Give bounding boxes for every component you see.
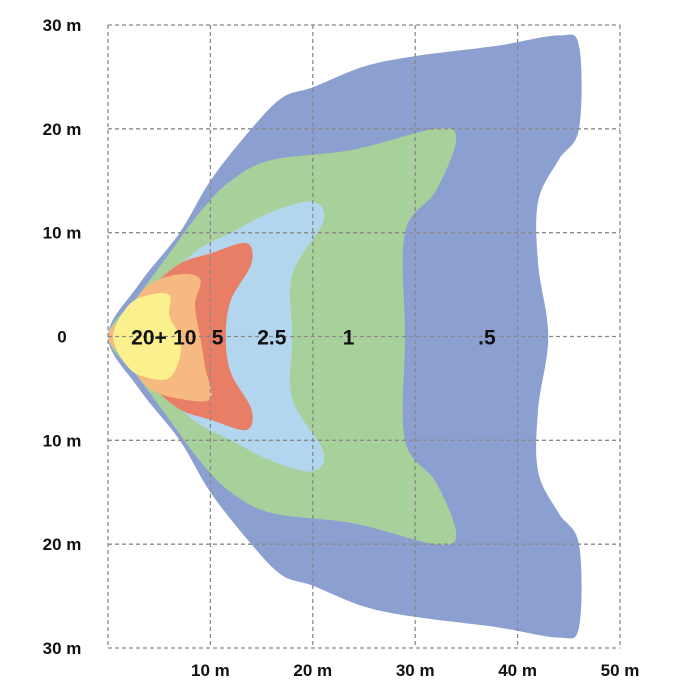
y-tick-label: 10 m xyxy=(43,431,82,450)
zone-1-label: 1 xyxy=(343,327,355,350)
x-tick-label: 40 m xyxy=(498,661,537,680)
zone-5-area xyxy=(113,292,181,381)
y-tick-label: 20 m xyxy=(43,535,82,554)
zone-3-label: 5 xyxy=(212,327,224,350)
x-tick-label: 50 m xyxy=(601,661,640,680)
y-tick-label: 30 m xyxy=(43,639,82,658)
zone-4-label: 10 xyxy=(173,327,196,350)
x-tick-label: 30 m xyxy=(396,661,435,680)
y-tick-label: 0 xyxy=(57,328,66,347)
ticks-layer: 30 m 20 m 10 m 0 10 m 20 m 30 m 10 m 20 m 30 m 40 … xyxy=(43,16,640,680)
x-tick-label: 20 m xyxy=(293,661,332,680)
zone-2-label: 2.5 xyxy=(257,327,287,350)
x-tick-label: 10 m xyxy=(191,661,230,680)
zone-0-label: .5 xyxy=(478,327,496,350)
y-tick-label: 20 m xyxy=(43,120,82,139)
labels-layer: .5 1 2.5 5 10 20+ xyxy=(131,327,496,350)
y-tick-label: 30 m xyxy=(43,16,82,35)
zone-5-label: 20+ xyxy=(131,327,167,350)
grid-layer xyxy=(107,24,621,649)
y-tick-label: 10 m xyxy=(43,224,82,243)
